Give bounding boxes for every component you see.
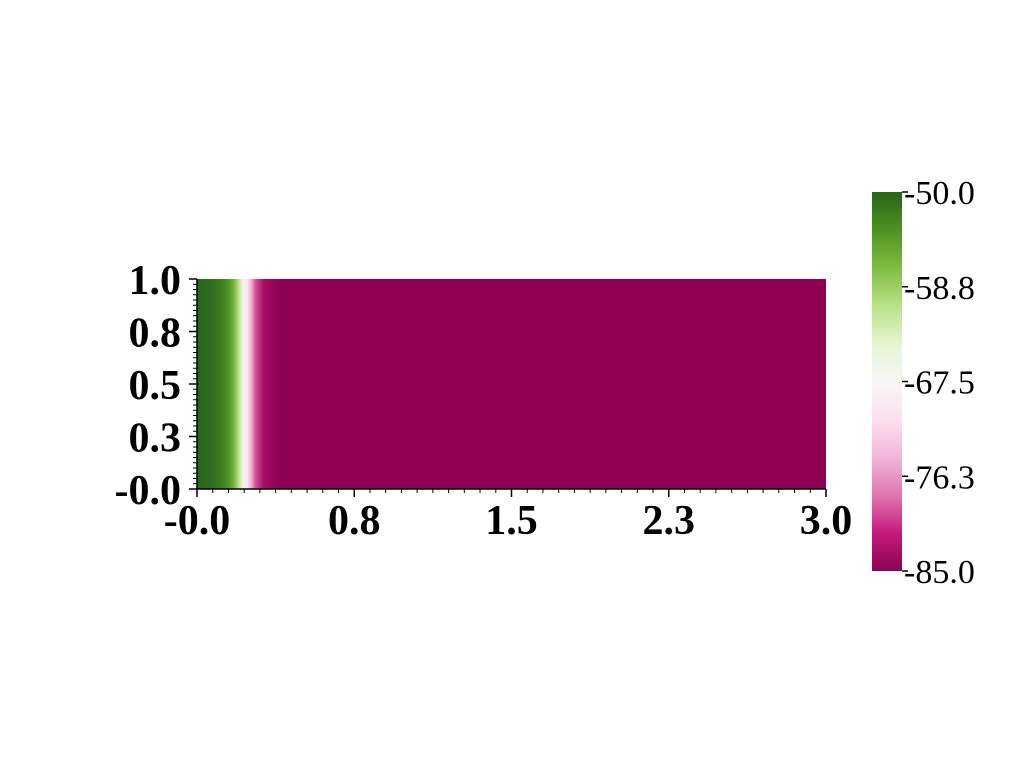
- y-tick-label: 1.0: [129, 258, 182, 304]
- y-axis: -0.0 0.3 0.5 0.8 1.0: [115, 258, 198, 514]
- colorbar-labels: -50.0 -58.8 -67.5 -76.3 -85.0: [904, 175, 975, 591]
- x-tick-label: 3.0: [800, 498, 853, 544]
- colorbar-tick-label: -67.5: [904, 365, 975, 402]
- x-tick-label: -0.0: [164, 498, 231, 544]
- x-axis: -0.0 0.8 1.5 2.3 3.0: [164, 488, 853, 544]
- y-tick-label: 0.8: [129, 311, 182, 357]
- colorbar-tick-label: -85.0: [904, 554, 975, 591]
- colorbar-tick-label: -50.0: [904, 175, 975, 212]
- colorbar-tick-label: -58.8: [904, 270, 975, 307]
- x-tick-label: 0.8: [328, 498, 381, 544]
- colorbar-ticks: [902, 191, 908, 572]
- x-tick-label: 1.5: [485, 498, 538, 544]
- heatmap-field: [197, 279, 826, 489]
- y-tick-label: 0.5: [129, 363, 182, 409]
- colorbar-bar: [872, 192, 902, 571]
- y-tick-label: 0.3: [129, 416, 182, 462]
- y-major-ticks: [189, 278, 197, 490]
- y-tick-labels: -0.0 0.3 0.5 0.8 1.0: [115, 258, 182, 514]
- x-tick-labels: -0.0 0.8 1.5 2.3 3.0: [164, 498, 853, 544]
- x-major-ticks: [196, 489, 827, 497]
- plot-area: [197, 279, 826, 489]
- x-tick-label: 2.3: [643, 498, 696, 544]
- y-tick-label: -0.0: [115, 468, 182, 514]
- colorbar-tick-label: -76.3: [904, 459, 975, 496]
- colorbar: -50.0 -58.8 -67.5 -76.3 -85.0: [872, 175, 975, 591]
